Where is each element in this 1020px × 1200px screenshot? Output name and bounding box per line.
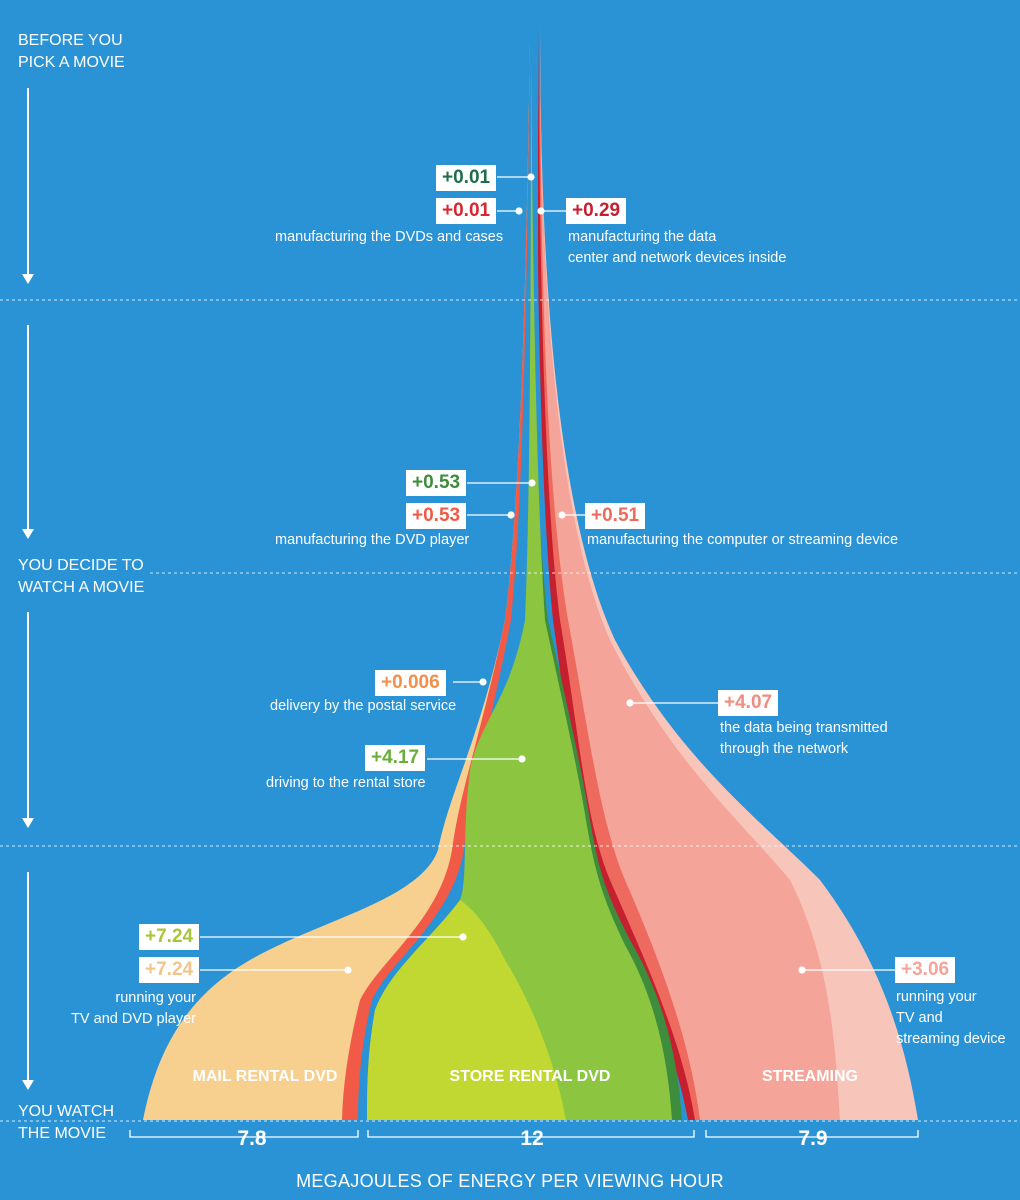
total-store: 12 bbox=[520, 1127, 544, 1150]
value-badge-stream-3-06: +3.06 bbox=[895, 957, 956, 983]
stage-label-watch: YOU WATCH THE MOVIE bbox=[18, 1103, 114, 1142]
bracket-store bbox=[367, 1130, 695, 1138]
value-badge-mail-0-01: +0.01 bbox=[436, 198, 497, 224]
desc-stream-network: the data being transmitted through the n… bbox=[720, 720, 888, 757]
leader-store-724-dot bbox=[459, 933, 467, 941]
value-badge-stream-0-51: +0.51 bbox=[585, 503, 646, 529]
desc-mail-dvd-cases: manufacturing the DVDs and cases bbox=[275, 229, 504, 245]
leader-mail-0006-dot bbox=[479, 678, 487, 686]
stage-label-decide: YOU DECIDE TO WATCH A MOVIE bbox=[18, 557, 145, 596]
stage-label-before: BEFORE YOU PICK A MOVIE bbox=[18, 32, 125, 71]
value-badge-store-4-17: +4.17 bbox=[365, 745, 426, 771]
value-badge-store-0-01: +0.01 bbox=[436, 165, 497, 191]
value-badge-store-0-53: +0.53 bbox=[406, 470, 467, 496]
bracket-streaming bbox=[705, 1130, 919, 1138]
bracket-mail bbox=[129, 1130, 359, 1138]
category-label-mail: MAIL RENTAL DVD bbox=[192, 1068, 338, 1085]
category-label-store: STORE RENTAL DVD bbox=[449, 1068, 611, 1085]
arrow-down-icon bbox=[22, 88, 34, 284]
desc-store-driving: driving to the rental store bbox=[266, 775, 426, 791]
desc-stream-data-center: manufacturing the data center and networ… bbox=[568, 229, 787, 266]
leader-mail-001-dot bbox=[515, 207, 523, 215]
axis-title: MEGAJOULES OF ENERGY PER VIEWING HOUR bbox=[296, 1171, 724, 1191]
leader-stream-051-dot bbox=[558, 511, 566, 519]
leader-stream-029-dot bbox=[537, 207, 545, 215]
value-badge-store-7-24: +7.24 bbox=[139, 924, 200, 950]
value-badge-mail-0-53: +0.53 bbox=[406, 503, 467, 529]
desc-stream-device: manufacturing the computer or streaming … bbox=[587, 532, 899, 548]
arrow-down-icon bbox=[22, 325, 34, 539]
value-badge-mail-7-24: +7.24 bbox=[139, 957, 200, 983]
leader-stream-306-dot bbox=[798, 966, 806, 974]
desc-mail-postal: delivery by the postal service bbox=[270, 698, 457, 714]
desc-mail-dvd-player: manufacturing the DVD player bbox=[275, 532, 470, 548]
streaming-pink-area bbox=[540, 20, 840, 1120]
value-badge-stream-0-29: +0.29 bbox=[566, 198, 627, 224]
store-yellow-green-area bbox=[367, 900, 566, 1120]
desc-stream-tv: running your TV and streaming device bbox=[896, 989, 1006, 1047]
value-badge-mail-0-006: +0.006 bbox=[375, 670, 446, 696]
arrow-down-icon bbox=[22, 612, 34, 828]
category-label-streaming: STREAMING bbox=[762, 1068, 858, 1085]
leader-store-417-dot bbox=[518, 755, 526, 763]
desc-mail-tv: running your TV and DVD player bbox=[71, 990, 196, 1027]
total-mail: 7.8 bbox=[237, 1127, 267, 1150]
arrow-down-icon bbox=[22, 872, 34, 1090]
leader-stream-407-dot bbox=[626, 699, 634, 707]
leader-mail-724-dot bbox=[344, 966, 352, 974]
leader-store-001-dot bbox=[527, 173, 535, 181]
total-streaming: 7.9 bbox=[798, 1127, 828, 1150]
leader-store-053-dot bbox=[528, 479, 536, 487]
value-badge-stream-4-07: +4.07 bbox=[718, 690, 779, 716]
leader-mail-053-dot bbox=[507, 511, 515, 519]
